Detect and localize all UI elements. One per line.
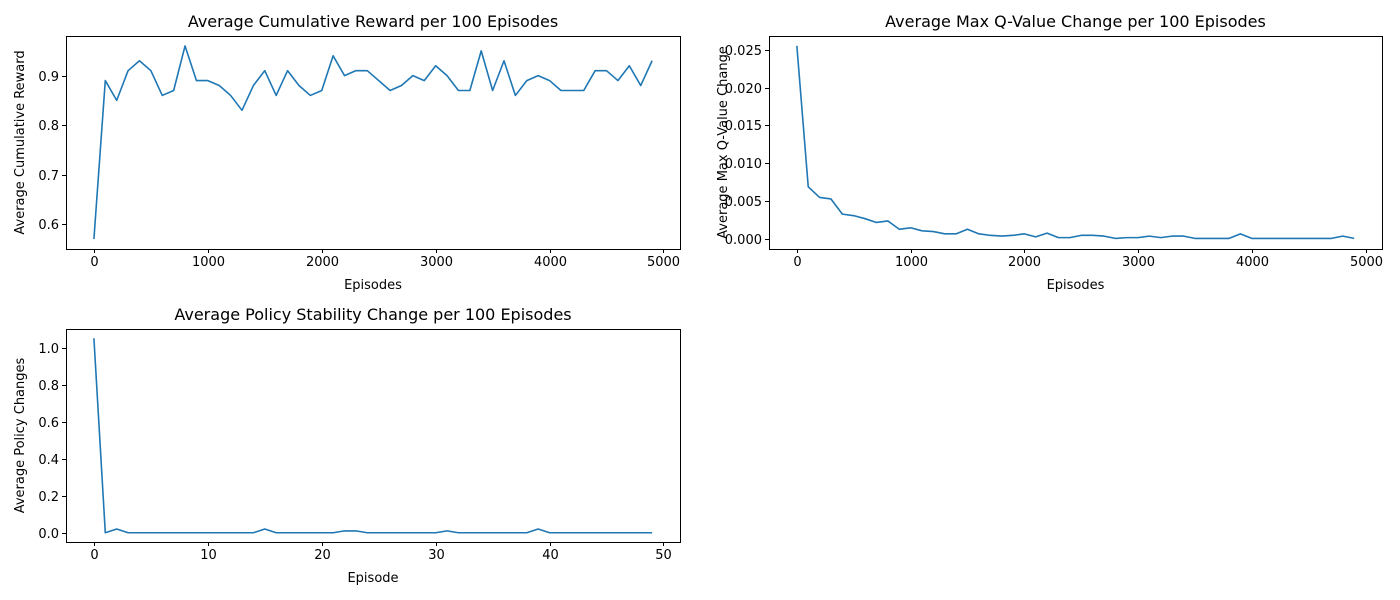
y-tick-label: 0.020 <box>725 82 762 97</box>
x-tick-label: 4000 <box>1236 255 1269 270</box>
x-tick-label: 2000 <box>1008 255 1041 270</box>
y-tick-label: 0.000 <box>725 233 762 248</box>
y-axis-label-qvalue: Average Max Q-Value Change <box>716 46 731 239</box>
chart-policy: Average Policy Stability Change per 100 … <box>13 305 681 586</box>
x-tick-label: 20 <box>314 548 331 563</box>
y-tick-label: 0.005 <box>725 195 762 210</box>
y-tick-label: 0.7 <box>38 169 59 184</box>
y-tick-label: 0.2 <box>38 490 59 505</box>
chart-qvalue: Average Max Q-Value Change per 100 Episo… <box>716 12 1383 293</box>
axes-frame-policy <box>66 329 681 543</box>
chart-title-qvalue: Average Max Q-Value Change per 100 Episo… <box>885 12 1266 31</box>
x-axis-label-policy: Episode <box>347 571 398 586</box>
y-tick-label: 0.025 <box>725 44 762 59</box>
x-tick-label: 5000 <box>1350 255 1383 270</box>
x-axis-label-qvalue: Episodes <box>1047 278 1105 293</box>
y-tick-label: 0.0 <box>38 527 59 542</box>
x-tick-label: 1000 <box>192 255 225 270</box>
chart-reward: Average Cumulative Reward per 100 Episod… <box>13 12 681 293</box>
y-tick-label: 0.4 <box>38 453 59 468</box>
x-tick-label: 30 <box>428 548 445 563</box>
axes-frame-reward <box>66 36 681 250</box>
x-tick-label: 1000 <box>895 255 928 270</box>
x-tick-label: 50 <box>655 548 672 563</box>
y-tick-label: 0.8 <box>38 379 59 394</box>
x-tick-label: 40 <box>542 548 559 563</box>
series-line-policy <box>93 338 653 534</box>
y-tick-label: 0.015 <box>725 119 762 134</box>
y-axis-label-reward: Average Cumulative Reward <box>13 50 28 234</box>
y-tick-label: 0.6 <box>38 218 59 233</box>
series-line-reward <box>93 45 653 240</box>
y-axis-label-policy: Average Policy Changes <box>13 357 28 513</box>
x-tick-label: 0 <box>90 255 98 270</box>
x-tick-label: 10 <box>200 548 217 563</box>
y-tick-label: 0.010 <box>725 157 762 172</box>
series-line-qvalue <box>796 45 1355 240</box>
y-tick-label: 0.8 <box>38 119 59 134</box>
y-tick-label: 0.9 <box>38 70 59 85</box>
x-tick-label: 5000 <box>647 255 680 270</box>
x-tick-label: 0 <box>793 255 801 270</box>
x-tick-label: 3000 <box>420 255 453 270</box>
x-tick-label: 2000 <box>306 255 339 270</box>
x-tick-label: 4000 <box>534 255 567 270</box>
y-tick-label: 1.0 <box>38 342 59 357</box>
y-tick-label: 0.6 <box>38 416 59 431</box>
chart-title-policy: Average Policy Stability Change per 100 … <box>174 305 571 324</box>
chart-title-reward: Average Cumulative Reward per 100 Episod… <box>188 12 558 31</box>
x-tick-label: 0 <box>90 548 98 563</box>
x-tick-label: 3000 <box>1122 255 1155 270</box>
axes-frame-qvalue <box>769 36 1383 250</box>
x-axis-label-reward: Episodes <box>344 278 402 293</box>
